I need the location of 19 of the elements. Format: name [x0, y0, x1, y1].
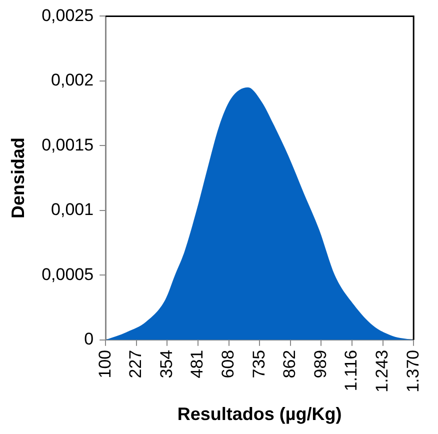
- x-tick-label: 989: [310, 350, 330, 378]
- x-tick-label: 1.370: [403, 350, 422, 392]
- x-tick-label: 735: [249, 350, 268, 378]
- x-tick-label: 354: [156, 350, 176, 378]
- y-tick-label: 0: [84, 330, 94, 349]
- x-axis-title: Resultados (µg/Kg): [177, 404, 342, 424]
- x-tick-label: 227: [126, 350, 146, 378]
- y-tick-label: 0,002: [51, 70, 94, 90]
- x-tick-label: 1.116: [342, 350, 361, 392]
- x-tick-label: 608: [218, 350, 238, 378]
- x-tick-label: 1.243: [372, 350, 392, 392]
- y-tick-label: 0,0005: [42, 264, 94, 284]
- x-tick-label: 100: [95, 350, 114, 378]
- y-tick-label: 0,0015: [42, 135, 94, 154]
- x-tick-label: 862: [280, 350, 300, 378]
- y-tick-label: 0,001: [51, 200, 94, 220]
- y-tick-label: 0,0025: [42, 6, 94, 25]
- x-tick-label: 481: [188, 350, 207, 378]
- y-axis-title: Densidad: [8, 138, 28, 219]
